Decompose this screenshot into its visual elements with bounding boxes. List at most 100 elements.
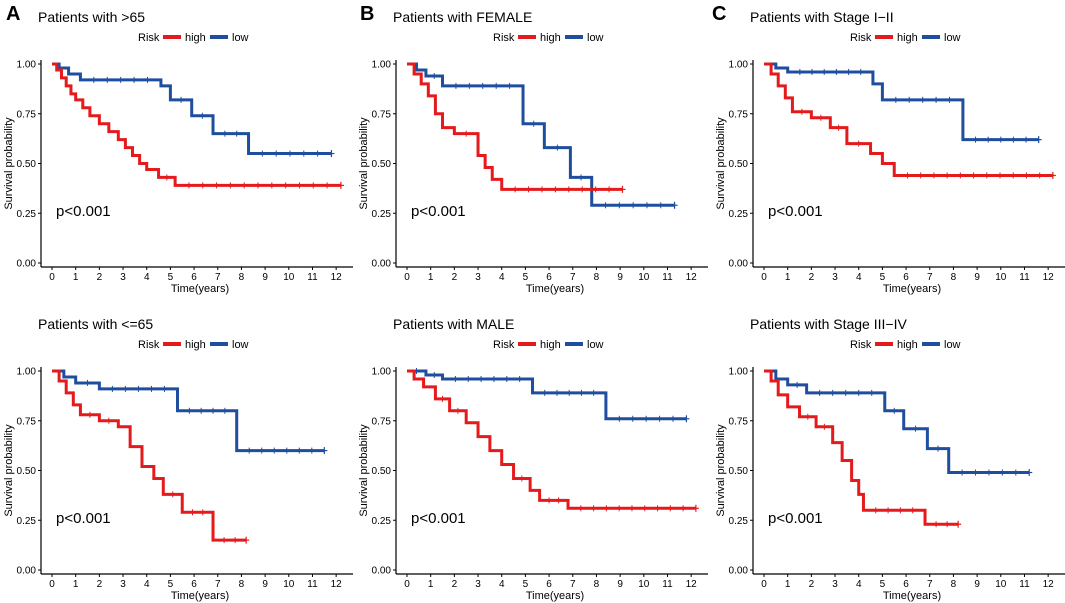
x-tick-label: 5 [523, 272, 529, 283]
x-tick-label: 3 [120, 272, 126, 283]
x-tick-label: 1 [428, 272, 434, 283]
x-tick-label: 2 [97, 272, 103, 283]
chart-title: Patients with Stage III−IV [750, 316, 907, 332]
x-tick-label: 12 [686, 272, 698, 283]
y-tick-label: 0.50 [372, 159, 392, 170]
survival-curve-low [52, 62, 332, 156]
x-tick-label: 8 [951, 579, 957, 590]
survival-curve-low [407, 62, 675, 207]
x-tick-label: 4 [144, 272, 150, 283]
y-tick-label: 0.50 [729, 466, 749, 477]
y-tick-label: 0.00 [17, 259, 37, 270]
y-tick-label: 1.00 [17, 60, 37, 71]
x-tick-label: 5 [523, 579, 529, 590]
x-tick-label: 11 [307, 272, 318, 283]
x-axis-label: Time(years) [883, 283, 941, 295]
x-tick-label: 2 [809, 579, 815, 590]
x-tick-label: 10 [995, 579, 1007, 590]
x-tick-label: 1 [73, 579, 79, 590]
y-tick-label: 0.00 [372, 259, 392, 270]
legend-title: Risk [138, 32, 160, 44]
legend-label-high: high [185, 339, 206, 351]
chart-title: Patients with >65 [38, 9, 145, 25]
x-tick-label: 4 [856, 272, 862, 283]
x-tick-label: 3 [832, 272, 838, 283]
x-tick-label: 11 [662, 272, 673, 283]
x-tick-label: 4 [856, 579, 862, 590]
x-tick-label: 12 [1043, 579, 1055, 590]
x-tick-label: 8 [594, 579, 600, 590]
y-axis-label: Survival probability [715, 117, 727, 210]
chart-title: Patients with FEMALE [393, 9, 532, 25]
legend-title: Risk [493, 339, 515, 351]
y-tick-label: 0.25 [729, 209, 749, 220]
x-tick-label: 6 [546, 272, 552, 283]
legend-title: Risk [850, 339, 872, 351]
x-tick-label: 3 [832, 579, 838, 590]
survival-curve-high [407, 369, 696, 510]
legend-label-low: low [944, 32, 961, 44]
km-panel-6: Patients with Stage III−IV Risk high low 0.0… [715, 316, 1065, 602]
x-tick-label: 7 [570, 579, 576, 590]
legend-title: Risk [850, 32, 872, 44]
legend-title: Risk [493, 32, 515, 44]
x-tick-label: 9 [617, 272, 623, 283]
x-tick-label: 9 [974, 579, 980, 590]
legend-label-low: low [587, 339, 604, 351]
y-tick-label: 0.00 [729, 566, 749, 577]
x-tick-label: 9 [974, 272, 980, 283]
x-tick-label: 6 [191, 579, 197, 590]
legend-label-low: low [587, 32, 604, 44]
y-tick-label: 0.00 [372, 566, 392, 577]
legend-title: Risk [138, 339, 160, 351]
y-tick-label: 0.75 [17, 416, 37, 427]
x-tick-label: 7 [215, 579, 221, 590]
x-tick-label: 9 [617, 579, 623, 590]
km-panel-1: Patients with >65 Risk high low 0.00 0.25 0.50… [3, 9, 353, 295]
x-tick-label: 12 [331, 272, 343, 283]
x-tick-label: 11 [1019, 272, 1030, 283]
y-tick-label: 0.75 [372, 109, 392, 120]
x-axis-label: Time(years) [171, 283, 229, 295]
x-tick-label: 3 [475, 272, 481, 283]
p-value-label: p<0.001 [768, 203, 823, 220]
panel-letter-c: C [712, 3, 726, 25]
x-tick-label: 2 [809, 272, 815, 283]
x-tick-label: 1 [428, 579, 434, 590]
x-tick-label: 5 [168, 272, 174, 283]
y-tick-label: 1.00 [372, 367, 392, 378]
panels-group: Patients with >65 Risk high low 0.00 0.25 0.50… [3, 9, 1065, 602]
y-tick-label: 0.50 [17, 159, 37, 170]
y-tick-label: 0.75 [729, 109, 749, 120]
x-tick-label: 10 [283, 579, 295, 590]
x-tick-label: 6 [903, 579, 909, 590]
x-tick-label: 4 [144, 579, 150, 590]
x-tick-label: 7 [570, 272, 576, 283]
y-tick-label: 0.00 [729, 259, 749, 270]
y-tick-label: 1.00 [729, 367, 749, 378]
legend-label-low: low [232, 339, 249, 351]
x-tick-label: 2 [452, 272, 458, 283]
x-axis-label: Time(years) [526, 283, 584, 295]
legend-label-high: high [540, 339, 561, 351]
y-axis-label: Survival probability [3, 424, 15, 517]
x-tick-label: 11 [662, 579, 673, 590]
y-tick-label: 0.75 [17, 109, 37, 120]
x-tick-label: 0 [404, 272, 410, 283]
survival-curve-high [52, 369, 247, 542]
x-tick-label: 3 [475, 579, 481, 590]
x-tick-label: 0 [761, 579, 767, 590]
legend-label-high: high [897, 32, 918, 44]
y-tick-label: 0.50 [729, 159, 749, 170]
x-tick-label: 3 [120, 579, 126, 590]
x-tick-label: 8 [239, 579, 245, 590]
x-tick-label: 12 [331, 579, 343, 590]
x-tick-label: 9 [262, 579, 268, 590]
y-tick-label: 0.00 [17, 566, 37, 577]
x-tick-label: 4 [499, 579, 505, 590]
x-tick-label: 6 [903, 272, 909, 283]
km-panel-4: Patients with <=65 Risk high low 0.00 0.25 0.5… [3, 316, 353, 602]
chart-title: Patients with Stage I−II [750, 9, 894, 25]
y-tick-label: 1.00 [729, 60, 749, 71]
